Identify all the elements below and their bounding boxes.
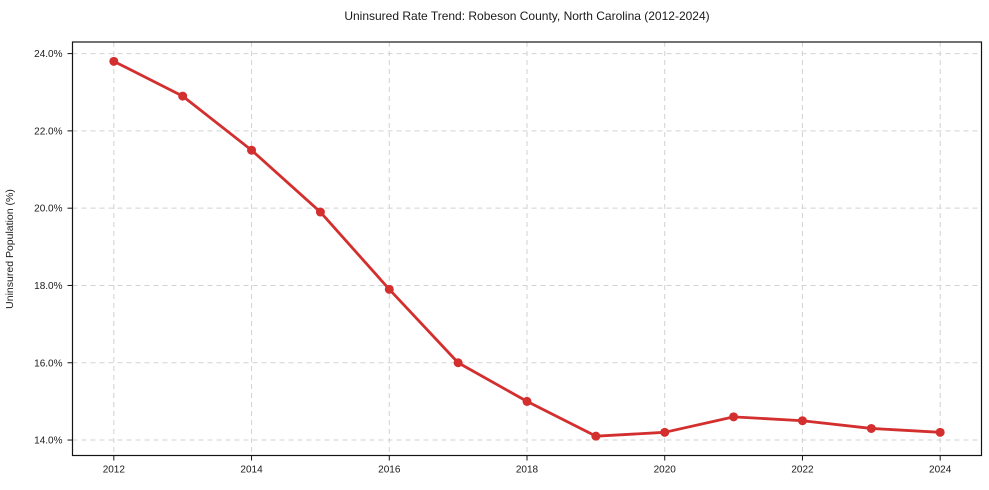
data-point-2022: 2022: 14.5% [797, 416, 807, 426]
data-point-2021: 2021: 14.6% [729, 412, 739, 422]
y-tick-label: 20.0% [34, 204, 62, 215]
y-tick-label: 14.0% [34, 436, 62, 447]
data-point-2014: 2014: 21.5% [247, 145, 257, 155]
y-tick-label: 16.0% [34, 358, 62, 369]
data-point-2013: 2013: 22.9% [178, 91, 188, 101]
x-tick-label: 2018 [516, 465, 539, 476]
data-point-2023: 2023: 14.3% [866, 423, 876, 433]
x-tick-label: 2024 [929, 465, 952, 476]
data-point-2016: 2016: 17.9% [384, 284, 394, 294]
data-point-2015: 2015: 19.9% [315, 207, 325, 217]
x-tick-label: 2022 [791, 465, 814, 476]
data-point-2012: 2012: 23.8% [109, 56, 119, 66]
x-tick-label: 2014 [240, 465, 263, 476]
data-point-2024: 2024: 14.2% [935, 427, 945, 437]
x-tick-label: 2016 [378, 465, 401, 476]
axes-spines [71, 41, 983, 457]
y-tick-label: 18.0% [34, 281, 62, 292]
chart-title: Uninsured Rate Trend: Robeson County, No… [344, 9, 710, 23]
y-tick-label: 24.0% [34, 49, 62, 60]
data-point-2017: 2017: 16.0% [453, 358, 463, 368]
data-point-2020: 2020: 14.2% [660, 427, 670, 437]
y-tick-label: 22.0% [34, 126, 62, 137]
x-tick-label: 2020 [654, 465, 677, 476]
data-point-2019: 2019: 14.1% [591, 431, 601, 441]
data-point-2018: 2018: 15.0% [522, 396, 532, 406]
x-tick-label: 2012 [103, 465, 126, 476]
